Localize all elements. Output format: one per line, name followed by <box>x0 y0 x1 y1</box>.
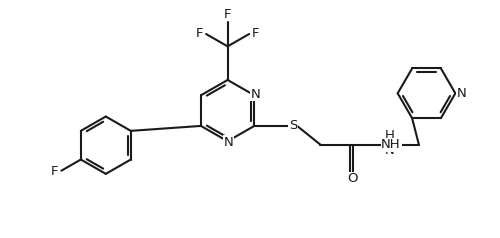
Text: S: S <box>289 119 298 132</box>
Text: N: N <box>224 136 234 149</box>
Text: F: F <box>224 8 232 21</box>
Text: H
N: H N <box>385 129 395 157</box>
Text: O: O <box>348 172 358 185</box>
Text: F: F <box>196 26 203 40</box>
Text: N: N <box>457 87 466 100</box>
Text: N: N <box>250 88 260 101</box>
Text: NH: NH <box>381 138 401 151</box>
Text: F: F <box>252 26 260 40</box>
Text: F: F <box>51 165 59 178</box>
